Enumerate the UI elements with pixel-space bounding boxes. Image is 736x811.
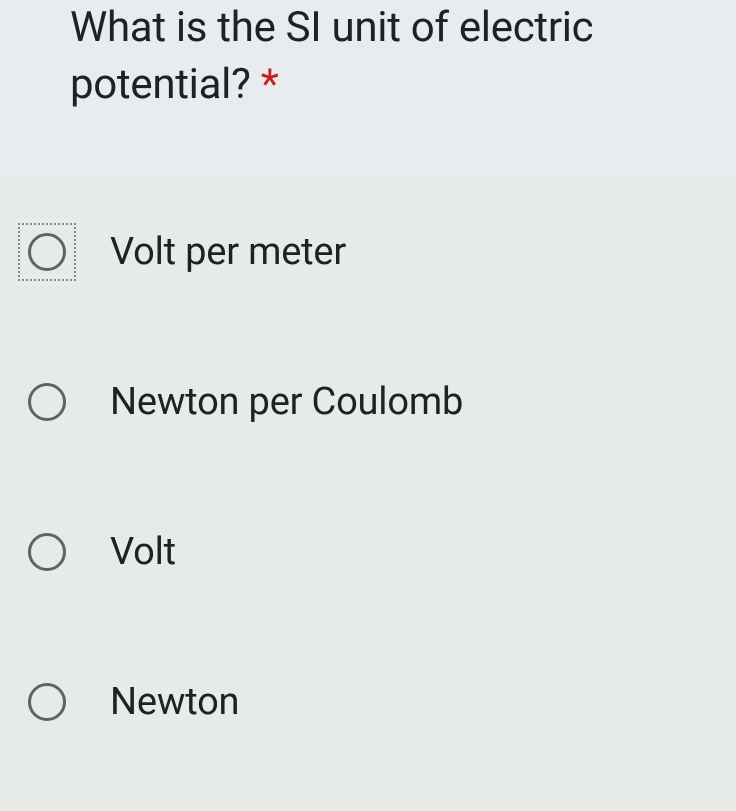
radio-icon bbox=[28, 233, 66, 271]
option-row[interactable]: Volt per meter bbox=[18, 223, 712, 281]
question-text: What is the SI unit of electric potentia… bbox=[70, 0, 712, 113]
radio-icon bbox=[28, 683, 66, 721]
radio-wrapper[interactable] bbox=[18, 673, 76, 731]
radio-icon bbox=[28, 383, 66, 421]
option-row[interactable]: Newton bbox=[18, 673, 712, 731]
radio-icon bbox=[28, 533, 66, 571]
required-asterisk: * bbox=[261, 60, 279, 109]
radio-wrapper[interactable] bbox=[18, 523, 76, 581]
option-row[interactable]: Newton per Coulomb bbox=[18, 373, 712, 431]
option-label: Volt per meter bbox=[110, 230, 346, 274]
options-list: Volt per meter Newton per Coulomb Volt N… bbox=[0, 173, 736, 731]
question-label: What is the SI unit of electric potentia… bbox=[70, 3, 593, 109]
option-label: Volt bbox=[110, 530, 176, 574]
option-label: Newton per Coulomb bbox=[110, 380, 463, 424]
question-header: What is the SI unit of electric potentia… bbox=[0, 0, 736, 173]
option-label: Newton bbox=[110, 680, 239, 724]
radio-wrapper[interactable] bbox=[18, 223, 76, 281]
option-row[interactable]: Volt bbox=[18, 523, 712, 581]
radio-wrapper[interactable] bbox=[18, 373, 76, 431]
